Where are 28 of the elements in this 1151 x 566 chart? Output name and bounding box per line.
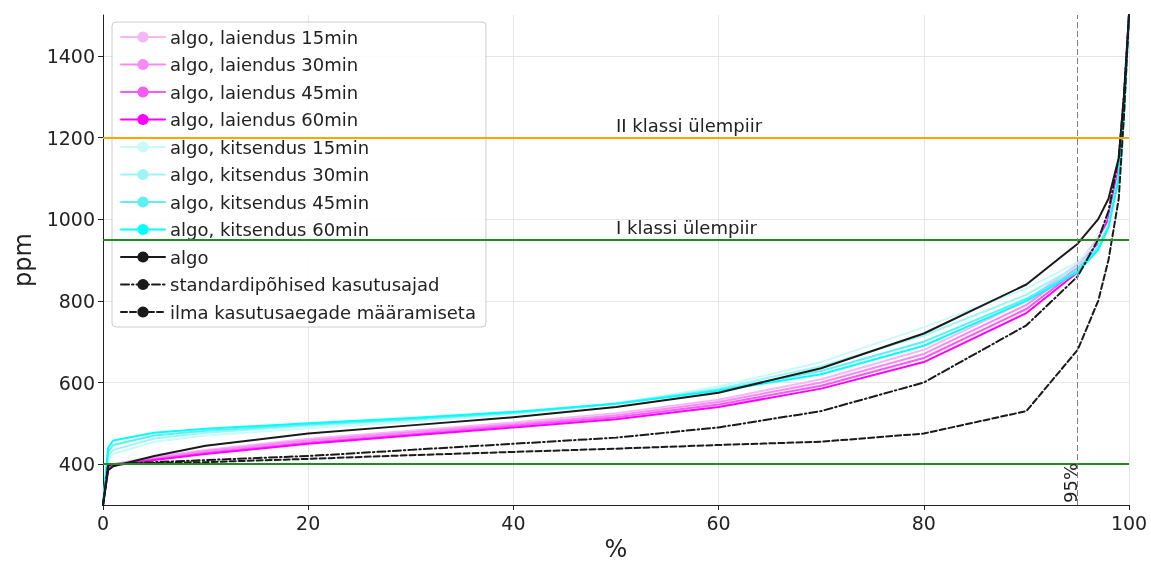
legend-label: algo, laiendus 45min (170, 81, 359, 103)
y-tick-label: 1200 (46, 126, 95, 149)
x-tick-label: 60 (706, 511, 731, 534)
legend-label: algo, laiendus 15min (170, 26, 359, 48)
ref-line-label: II klassi ülempiir (616, 115, 763, 136)
y-tick-label: 1400 (46, 44, 95, 67)
y-axis-title: ppm (9, 233, 37, 287)
y-tick-label: 400 (58, 453, 95, 476)
x-axis-title: % (604, 535, 628, 563)
legend-label: algo, kitsendus 60min (170, 219, 370, 240)
legend-label: algo, kitsendus 30min (170, 164, 370, 185)
legend-label: standardipõhised kasutusajad (170, 274, 440, 295)
x-tick-label: 0 (96, 511, 110, 534)
legend-label: ilma kasutusaegade määramiseta (170, 301, 476, 323)
x-tick-label: 40 (501, 511, 526, 534)
y-tick-label: 600 (58, 371, 95, 394)
legend-label: algo, kitsendus 45min (170, 191, 370, 213)
x-tick-label: 100 (1110, 511, 1148, 534)
legend-label: algo (170, 246, 209, 268)
ref-line-label: 95% (1060, 462, 1082, 503)
legend-label: algo, laiendus 60min (170, 109, 359, 130)
x-tick-label: 80 (911, 511, 936, 534)
x-tick-label: 20 (296, 511, 321, 534)
ref-line-label: I klassi ülempiir (616, 217, 758, 239)
y-tick-label: 800 (58, 289, 95, 312)
y-tick-label: 1000 (46, 208, 95, 231)
legend-label: algo, laiendus 30min (170, 54, 359, 75)
legend-label: algo, kitsendus 15min (170, 136, 370, 158)
